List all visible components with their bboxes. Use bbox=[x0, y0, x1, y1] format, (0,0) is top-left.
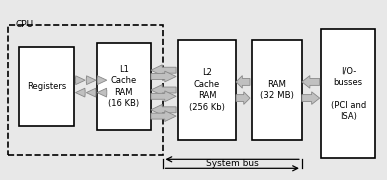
Polygon shape bbox=[75, 76, 85, 85]
Polygon shape bbox=[75, 88, 85, 97]
Polygon shape bbox=[236, 76, 250, 88]
Text: L2
Cache
RAM
(256 Kb): L2 Cache RAM (256 Kb) bbox=[189, 68, 225, 112]
Polygon shape bbox=[302, 92, 320, 104]
Polygon shape bbox=[86, 76, 96, 85]
Bar bbox=[252, 40, 302, 140]
Polygon shape bbox=[302, 76, 320, 88]
Bar bbox=[19, 47, 74, 126]
Text: CPU: CPU bbox=[15, 20, 34, 29]
Bar bbox=[321, 29, 375, 158]
Polygon shape bbox=[151, 65, 176, 76]
Text: Registers: Registers bbox=[27, 82, 66, 91]
Text: System bus: System bus bbox=[206, 159, 259, 168]
Text: RAM
(32 MB): RAM (32 MB) bbox=[260, 80, 294, 100]
Bar bbox=[8, 25, 163, 155]
Polygon shape bbox=[151, 104, 176, 115]
Polygon shape bbox=[151, 91, 176, 102]
Polygon shape bbox=[97, 88, 107, 97]
Text: I/O-
busses

(PCI and
ISA): I/O- busses (PCI and ISA) bbox=[330, 66, 366, 121]
Polygon shape bbox=[151, 71, 176, 82]
Text: L1
Cache
RAM
(16 KB): L1 Cache RAM (16 KB) bbox=[108, 65, 139, 108]
Polygon shape bbox=[236, 92, 250, 104]
Bar bbox=[97, 43, 151, 130]
Polygon shape bbox=[97, 76, 107, 85]
Polygon shape bbox=[151, 85, 176, 95]
Bar bbox=[178, 40, 236, 140]
Polygon shape bbox=[86, 88, 96, 97]
Polygon shape bbox=[151, 111, 176, 122]
